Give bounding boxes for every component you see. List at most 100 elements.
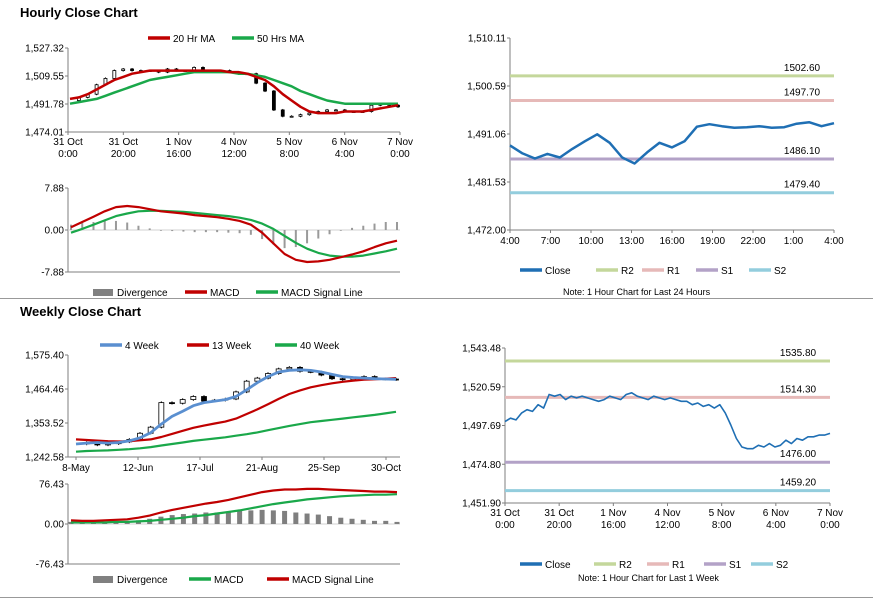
hourly-price-x-tick-label: 1 Nov (166, 137, 192, 148)
hourly-levels-y-tick-label: 1,481.53 (467, 178, 506, 189)
hourly-macd-signal-line (70, 209, 398, 258)
weekly-macd-divergence-bar (349, 518, 355, 524)
hourly-macd-divergence-bar (283, 230, 286, 249)
weekly-levels-x-tick-label: 12:00 (655, 520, 680, 531)
hourly-levels-r2-label: 1502.60 (784, 63, 821, 74)
hourly-candle-body (121, 68, 126, 71)
hourly-macd-y-tick-label: -7.88 (41, 268, 64, 279)
weekly-candle-body (201, 396, 207, 402)
hourly-candle-body (325, 109, 329, 112)
hourly-candle-body (307, 112, 312, 116)
hourly-candle-body (334, 109, 338, 112)
weekly-levels-legend-s1-label: S1 (729, 560, 742, 571)
hourly-legend-divergence-label: Divergence (117, 288, 168, 299)
hourly-legend-signal-label: MACD Signal Line (281, 288, 363, 299)
hourly-candle-body (289, 115, 294, 118)
weekly-macd-divergence-bar (248, 510, 254, 524)
hourly-macd-divergence-bar (373, 223, 376, 230)
hourly-price-x-tick-label: 5 Nov (276, 137, 302, 148)
weekly-levels-x-tick-label: 31 Oct (544, 508, 574, 519)
hourly-price-x-tick-label: 8:00 (280, 149, 300, 160)
hourly-price-y-tick-label: 1,527.32 (25, 44, 64, 55)
weekly-macd-divergence-bar (270, 510, 276, 524)
weekly-levels-x-tick-label: 0:00 (820, 520, 840, 531)
hourly-macd-divergence-bar (328, 230, 331, 235)
hourly-macd-divergence-bar (171, 230, 174, 232)
weekly-macd-divergence-bar (282, 510, 288, 524)
hourly-macd-y-tick-label: 0.00 (45, 226, 65, 237)
section-divider (0, 298, 873, 299)
weekly-levels-y-tick-label: 1,451.90 (462, 499, 501, 510)
hourly-levels-x-tick-label: 16:00 (659, 236, 684, 247)
hourly-levels-x-tick-label: 19:00 (700, 236, 725, 247)
hourly-ma20-line (69, 69, 399, 115)
hourly-price-x-tick-label: 4 Nov (221, 137, 247, 148)
hourly-macd-divergence-bar (70, 224, 72, 230)
hourly-price-y-tick-label: 1,474.01 (25, 128, 64, 139)
weekly-levels-s1-label: 1476.00 (780, 449, 817, 460)
hourly-price-x-tick-label: 0:00 (58, 149, 78, 160)
weekly-levels-x-tick-label: 0:00 (495, 520, 515, 531)
weekly-wk40-line (75, 410, 397, 453)
weekly-price-x-tick-label: 25-Sep (308, 463, 341, 474)
weekly-candle-body (339, 378, 346, 381)
weekly-levels-note: Note: 1 Hour Chart for Last 1 Week (578, 573, 719, 583)
weekly-candle-body (158, 402, 165, 428)
hourly-levels-y-tick-label: 1,472.00 (467, 226, 506, 237)
hourly-price-x-tick-label: 16:00 (166, 149, 191, 160)
weekly-levels-x-tick-label: 4 Nov (654, 508, 680, 519)
bottom-divider (0, 597, 873, 598)
hourly-macd-divergence-bar (249, 230, 252, 235)
weekly-legend-macd-label: MACD (214, 575, 243, 586)
hourly-price-x-tick-label: 0:00 (390, 149, 410, 160)
weekly-legend-40week-label: 40 Week (300, 341, 340, 352)
weekly-levels-x-tick-label: 4:00 (766, 520, 786, 531)
hourly-price-x-tick-label: 4:00 (335, 149, 355, 160)
weekly-price-y-tick-label: 1,242.58 (25, 453, 64, 464)
hourly-levels-y-tick-label: 1,500.59 (467, 82, 506, 93)
hourly-levels-x-tick-label: 10:00 (578, 236, 603, 247)
hourly-levels-s1-label: 1486.10 (784, 146, 821, 157)
hourly-macd-divergence-bar (306, 230, 309, 244)
hourly-section-title: Hourly Close Chart (20, 5, 138, 20)
hourly-macd-divergence-bar (204, 230, 207, 233)
hourly-macd-divergence-bar (317, 230, 320, 239)
weekly-levels-y-tick-label: 1,520.59 (462, 382, 501, 393)
weekly-levels-x-tick-label: 20:00 (547, 520, 572, 531)
weekly-price-y-tick-label: 1,464.46 (25, 385, 64, 396)
hourly-candle-body (112, 70, 117, 79)
weekly-legend-4week-label: 4 Week (125, 341, 160, 352)
weekly-macd-y-tick-label: 76.43 (39, 480, 64, 491)
weekly-levels-x-tick-label: 1 Nov (600, 508, 626, 519)
hourly-levels-y-tick-label: 1,510.11 (468, 34, 507, 45)
weekly-price-x-tick-label: 30-Oct (371, 463, 401, 474)
weekly-levels-x-tick-label: 5 Nov (709, 508, 735, 519)
hourly-macd-divergence-bar (193, 230, 196, 233)
hourly-levels-x-tick-label: 4:00 (824, 236, 844, 247)
weekly-levels-y-tick-label: 1,497.69 (462, 421, 501, 432)
hourly-legend-ma20-label: 20 Hr MA (173, 34, 216, 45)
weekly-candle-body (190, 396, 197, 400)
hourly-legend-divergence-swatch (93, 289, 113, 296)
weekly-levels-r1-label: 1514.30 (780, 384, 817, 395)
hourly-candle-body (271, 90, 276, 111)
hourly-levels-close-line (509, 120, 835, 165)
hourly-macd-divergence-bar (148, 228, 151, 230)
weekly-candle-body (169, 402, 175, 405)
hourly-levels-legend-r1-label: R1 (667, 266, 680, 277)
weekly-price-y-tick-label: 1,575.40 (25, 351, 64, 362)
hourly-macd-divergence-bar (103, 220, 106, 230)
hourly-levels-y-tick-label: 1,491.06 (467, 130, 506, 141)
weekly-levels-x-tick-label: 6 Nov (763, 508, 789, 519)
hourly-legend-macd-label: MACD (210, 288, 239, 299)
hourly-macd-divergence-bar (92, 222, 95, 230)
weekly-price-x-tick-label: 8-May (62, 463, 90, 474)
weekly-wk13-line (75, 377, 397, 443)
hourly-levels-x-tick-label: 22:00 (740, 236, 765, 247)
weekly-levels-x-tick-label: 16:00 (601, 520, 626, 531)
hourly-candle-body (263, 82, 267, 92)
hourly-levels-r1-label: 1497.70 (784, 88, 821, 99)
hourly-price-y-tick-label: 1,509.55 (25, 72, 64, 83)
weekly-legend-signal-label: MACD Signal Line (292, 575, 374, 586)
weekly-macd-divergence-bar (383, 520, 389, 524)
